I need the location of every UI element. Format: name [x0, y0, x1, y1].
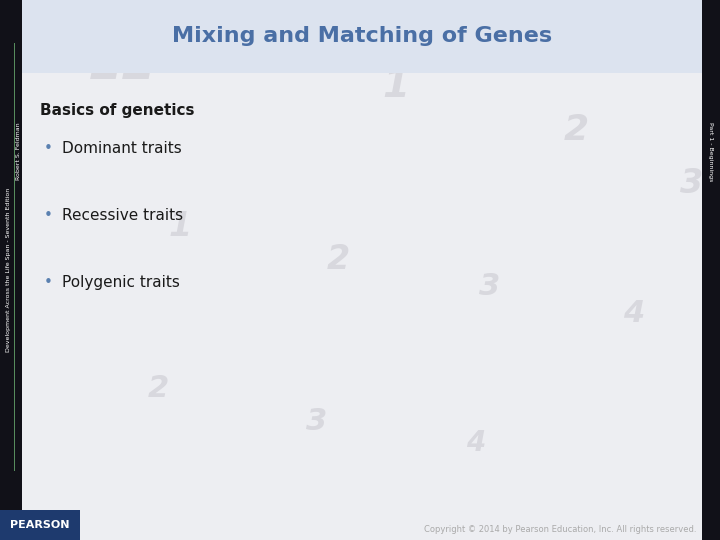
Text: 1: 1 [528, 37, 552, 71]
Bar [702, 0, 720, 540]
Text: 3: 3 [479, 272, 500, 301]
Text: PEARSON: PEARSON [10, 520, 70, 530]
Text: 4: 4 [623, 299, 644, 328]
Text: Part 1 - Beginnings: Part 1 - Beginnings [708, 122, 714, 181]
Text: •: • [44, 275, 53, 291]
Text: 12: 12 [88, 41, 157, 89]
Text: 4: 4 [466, 429, 485, 457]
Text: •: • [44, 141, 53, 157]
Text: 3: 3 [306, 407, 328, 436]
Text: •: • [44, 208, 53, 224]
Text: Development Across the Life Span - Seventh Edition: Development Across the Life Span - Seven… [6, 188, 11, 352]
Bar [0, 510, 80, 540]
Text: 1: 1 [168, 210, 192, 244]
Text: Copyright © 2014 by Pearson Education, Inc. All rights reserved.: Copyright © 2014 by Pearson Education, I… [425, 525, 697, 535]
Text: Mixing and Matching of Genes: Mixing and Matching of Genes [172, 26, 552, 46]
Text: 1: 1 [382, 68, 410, 105]
Bar [22, 0, 702, 73]
Text: 2: 2 [148, 374, 169, 403]
Text: Polygenic traits: Polygenic traits [62, 275, 180, 291]
Bar [0, 0, 22, 540]
Text: 2: 2 [564, 113, 588, 146]
Text: 2: 2 [327, 242, 350, 276]
Text: Robert S. Feldman: Robert S. Feldman [16, 123, 21, 180]
Text: Basics of genetics: Basics of genetics [40, 103, 194, 118]
Text: Dominant traits: Dominant traits [62, 141, 181, 157]
Text: 3: 3 [680, 167, 703, 200]
Text: Recessive traits: Recessive traits [62, 208, 183, 224]
